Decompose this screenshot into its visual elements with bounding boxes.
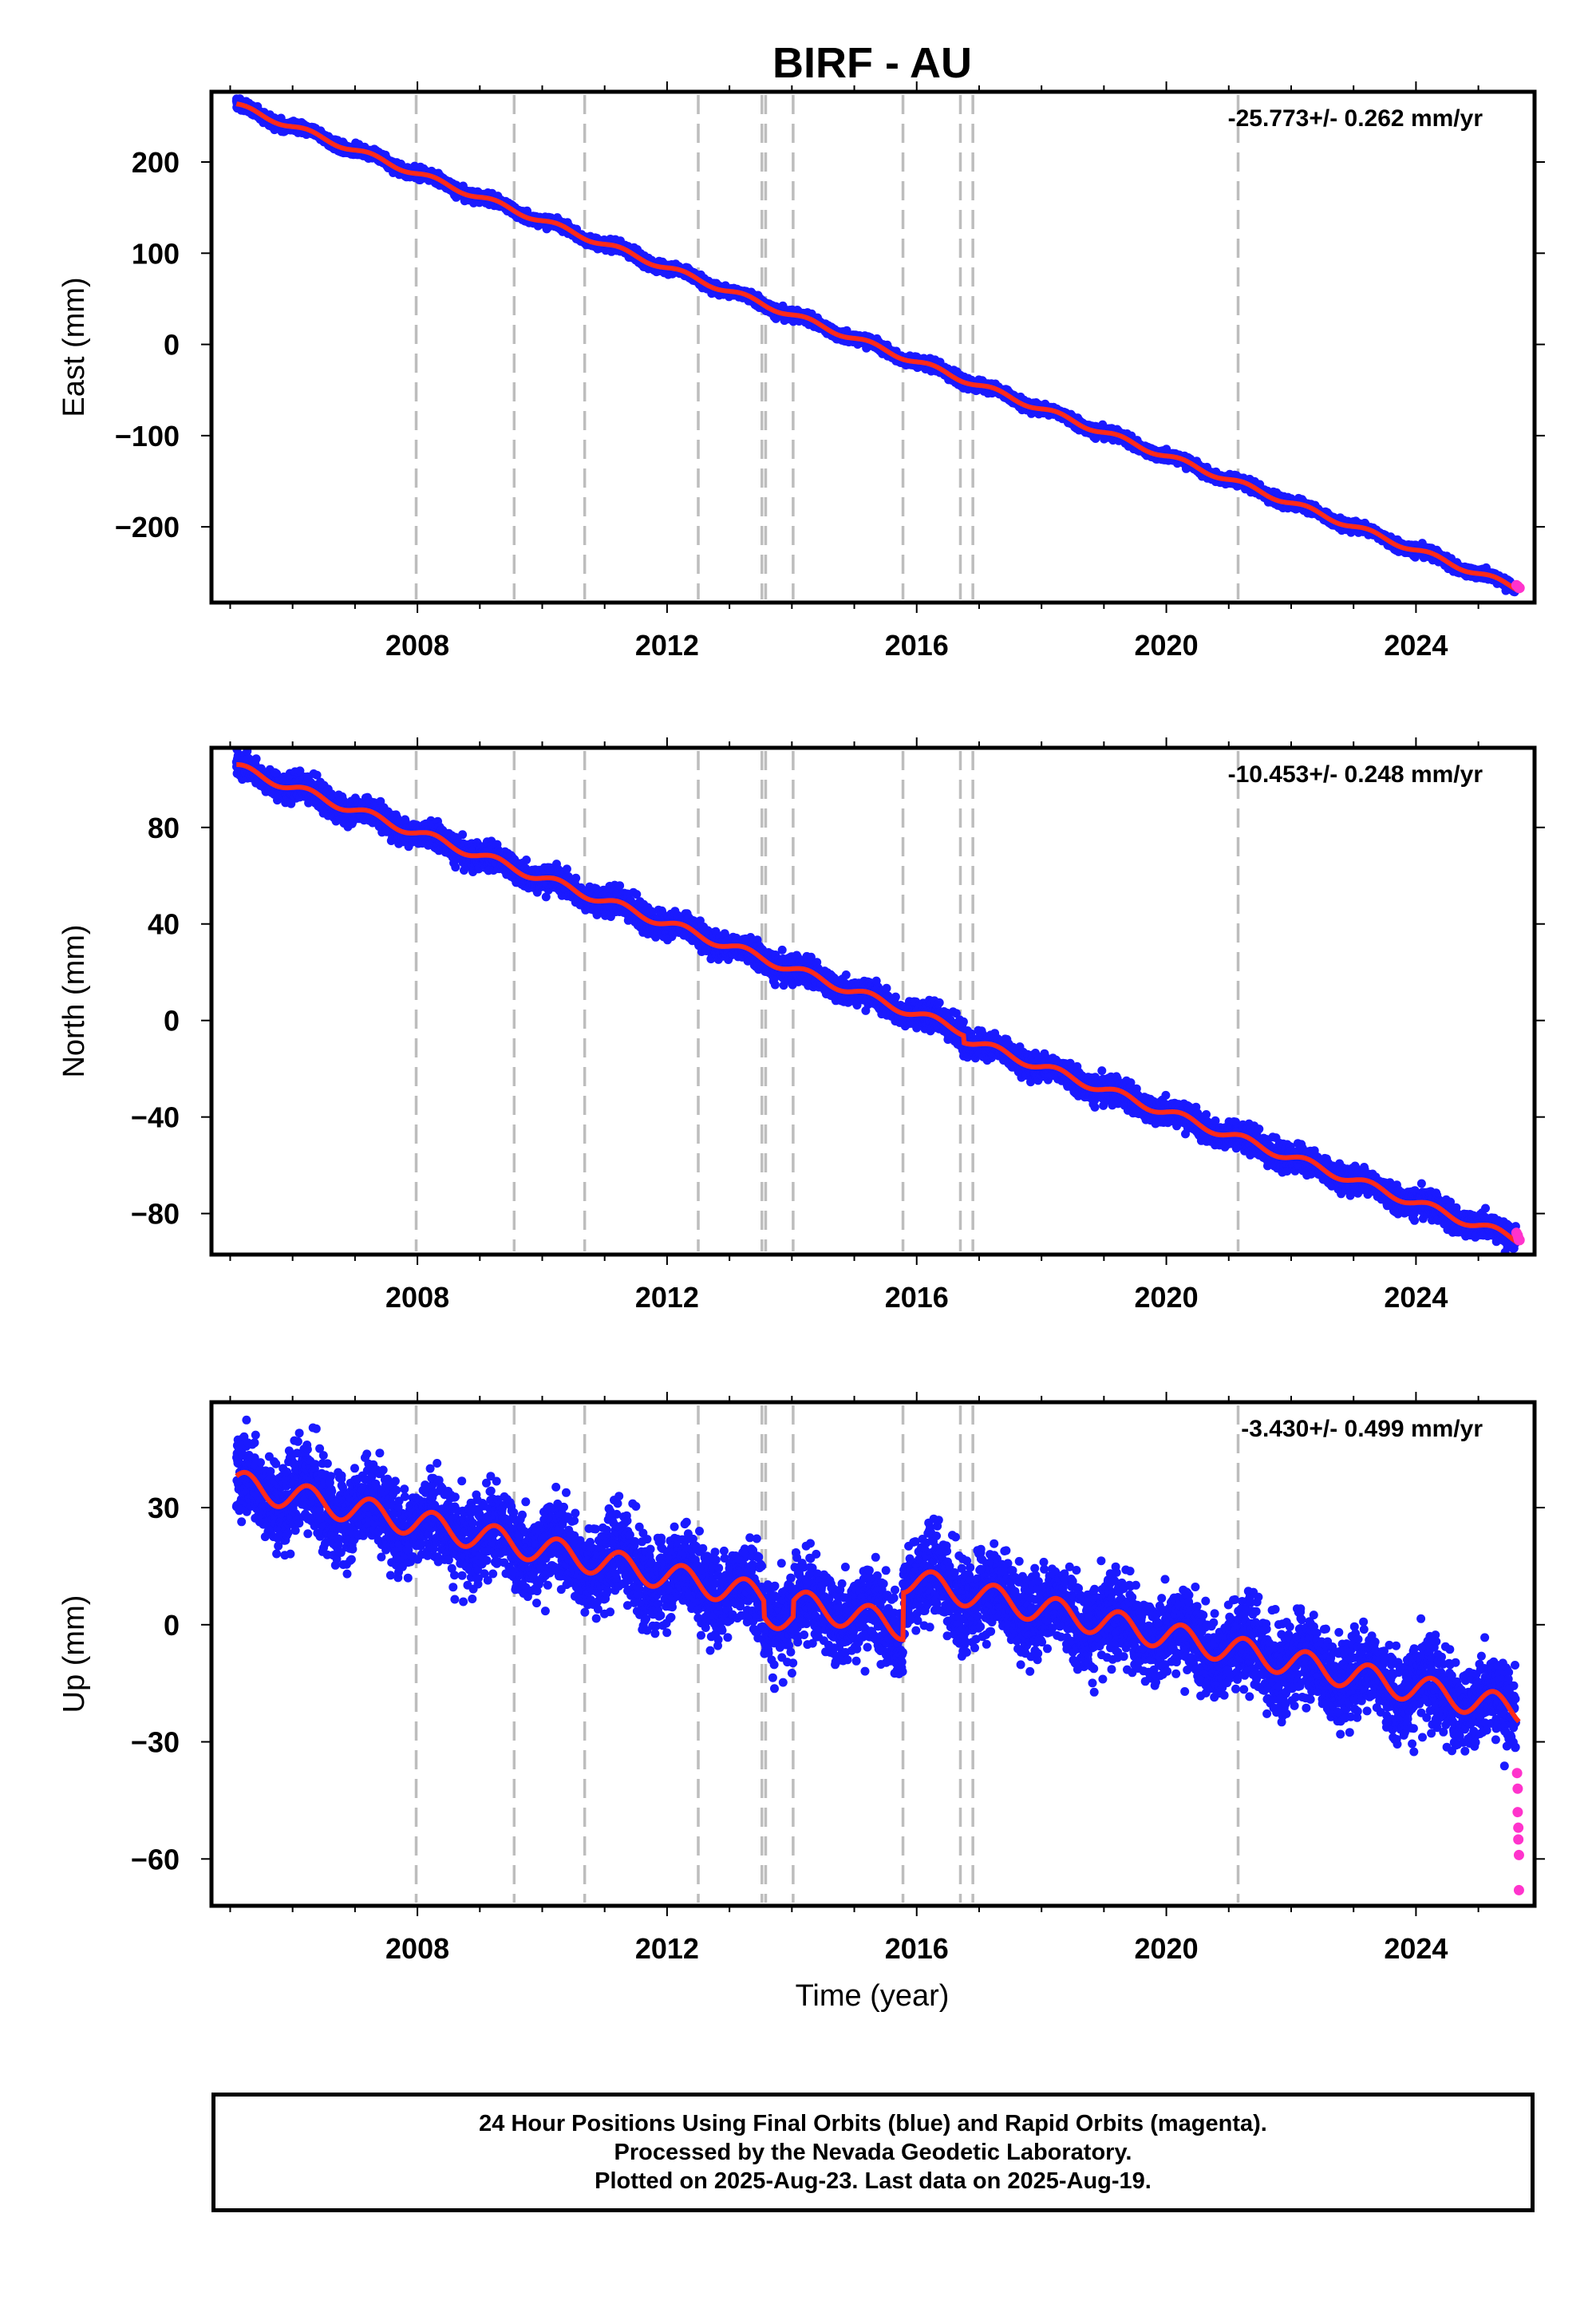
panel-east: 2008 2012 2016 2020 2024−200−1000100200East … — [57, 81, 1545, 662]
chart-title: BIRF - AU — [772, 39, 972, 87]
